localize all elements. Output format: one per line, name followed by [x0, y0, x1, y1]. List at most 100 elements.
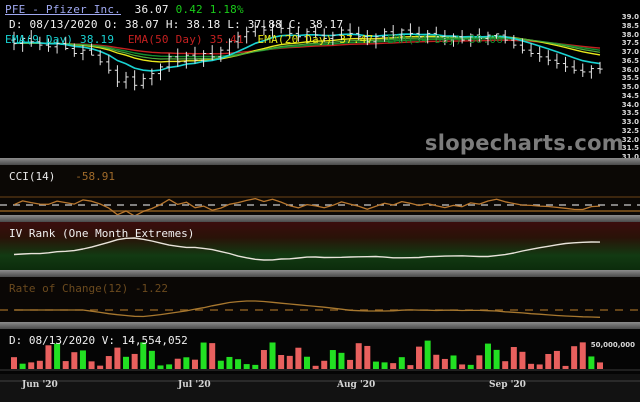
volume-bar [579, 342, 586, 369]
volume-plot [0, 340, 640, 371]
price-tick: 33.5 [621, 109, 639, 118]
volume-bar [157, 365, 164, 369]
ohlc-bar [226, 38, 233, 56]
ohlc-bar [209, 45, 215, 61]
volume-bar [148, 350, 155, 369]
volume-bar [407, 365, 414, 369]
price-panel[interactable]: PFE - Pfizer Inc. 36.07 0.42 1.18% D: 08… [0, 0, 640, 158]
volume-bar [571, 346, 578, 369]
ohlc-bar [381, 28, 388, 42]
price-tick: 39.0 [621, 13, 639, 21]
ohlc-bar [97, 50, 103, 66]
volume-panel[interactable]: D: 08/13/2020 V: 14,554,052 50,000,000 [0, 329, 640, 374]
ohlc-bar [338, 26, 345, 41]
ema-legend: EMA(9 Day) 38.19 EMA(50 Day) 35.41 EMA(2… [5, 33, 503, 46]
volume-bar [88, 361, 95, 369]
ohlc-bar [200, 50, 207, 67]
ema9-legend: EMA(9 Day) 38.19 [5, 33, 115, 46]
ohlc-bar [537, 46, 543, 62]
volume-bar [390, 363, 397, 369]
ohlc-bar [528, 43, 534, 57]
ticker-header: PFE - Pfizer Inc. 36.07 0.42 1.18% [5, 3, 244, 16]
volume-bar [123, 356, 130, 369]
ema50-legend: EMA(50 Day) 35.41 [114, 33, 244, 46]
ohlc-bar [450, 33, 457, 47]
ohlc-bar [364, 30, 370, 46]
volume-label: D: 08/13/2020 V: 14,554,052 [9, 334, 188, 347]
ohlc-bar [20, 35, 26, 52]
date-tick: Aug '20 [337, 380, 376, 390]
price-tick: 34.0 [621, 100, 639, 109]
ohlc-bar [106, 55, 112, 74]
ohlc-bar [356, 26, 362, 41]
ohlc-bar [459, 30, 465, 44]
price-tick: 34.5 [621, 91, 639, 100]
ticker-symbol-link[interactable]: PFE - Pfizer Inc. [5, 3, 121, 16]
ohlc-bar [192, 46, 198, 64]
ohlc-bar [313, 25, 319, 39]
ohlc-bar [278, 20, 284, 34]
volume-bar [381, 362, 388, 369]
ohlc-bar [157, 63, 164, 81]
ema34-legend: EMA(34 Day) 36.06 [373, 33, 504, 46]
ohlc-bar [235, 31, 241, 49]
ohlc-bar [45, 38, 52, 52]
volume-bar [312, 365, 319, 369]
volume-bar [588, 356, 595, 369]
ohlc-bar [580, 63, 586, 77]
ohlc-bar [304, 28, 310, 44]
slopecharts-watermark: slopecharts.com [424, 131, 624, 155]
ohlc-bar [416, 26, 422, 41]
date-tick: Sep '20 [489, 380, 526, 390]
ohlc-bar [442, 30, 448, 46]
volume-bar [493, 349, 500, 369]
price-plot [11, 20, 603, 91]
iv-rank-label: IV Rank (One Month Extremes) [9, 227, 195, 240]
volume-bar [166, 364, 173, 369]
volume-bar [536, 364, 543, 369]
ohlc-bar [175, 48, 181, 67]
volume-bar [54, 343, 61, 369]
price-axis: 39.0 38.5 38.0 37.5 37.0 36.5 36.0 35.5 35.0 34.5… [606, 13, 640, 159]
ohlc-bar [269, 21, 276, 37]
price-tick: 36.0 [621, 65, 639, 74]
ohlc-readout: D: 08/13/2020 O: 38.07 H: 38.18 L: 37.88… [9, 18, 344, 31]
volume-bar [286, 355, 293, 369]
ohlc-bar [407, 23, 414, 37]
date-tick: Jun '20 [22, 380, 58, 390]
ohlc-bar [485, 31, 491, 46]
ohlc-bar [433, 26, 439, 41]
rate-of-change-panel[interactable]: Rate of Change(12) -1.22 [0, 277, 640, 322]
volume-bar [347, 359, 354, 369]
volume-bar [260, 350, 267, 369]
ohlc-bar [476, 28, 482, 42]
volume-bar [329, 350, 336, 369]
volume-bar [11, 357, 17, 369]
cci-label: CCI(14) -58.91 [9, 170, 115, 183]
volume-bar [209, 343, 216, 369]
ohlc-bar [28, 30, 34, 47]
date-tick: Jul '20 [178, 380, 211, 390]
volume-bar [28, 362, 35, 369]
ohlc-bar [11, 31, 17, 51]
ohlc-bar [347, 23, 353, 37]
ohlc-bar [511, 35, 517, 49]
cci-panel[interactable]: CCI(14) -58.91 [0, 165, 640, 215]
volume-bar [372, 361, 379, 369]
price-tick: 31.0 [621, 153, 639, 159]
volume-bar [269, 342, 276, 369]
rate-of-change-plot [0, 277, 640, 322]
ohlc-bar [140, 73, 146, 89]
ohlc-bar [399, 28, 405, 42]
ohlc-bar [37, 36, 43, 51]
volume-bar [433, 354, 440, 369]
price-tick: 31.5 [621, 144, 639, 153]
volume-bar [597, 362, 603, 369]
date-axis: Jun '20 Jul '20 Aug '20 Sep '20 [0, 374, 640, 402]
volume-bar [484, 343, 491, 369]
volume-bar [131, 353, 138, 369]
iv-rank-panel[interactable]: IV Rank (One Month Extremes) [0, 222, 640, 270]
ohlc-bar [562, 56, 569, 72]
panel-separator-3 [0, 270, 640, 277]
volume-bar [502, 361, 509, 369]
